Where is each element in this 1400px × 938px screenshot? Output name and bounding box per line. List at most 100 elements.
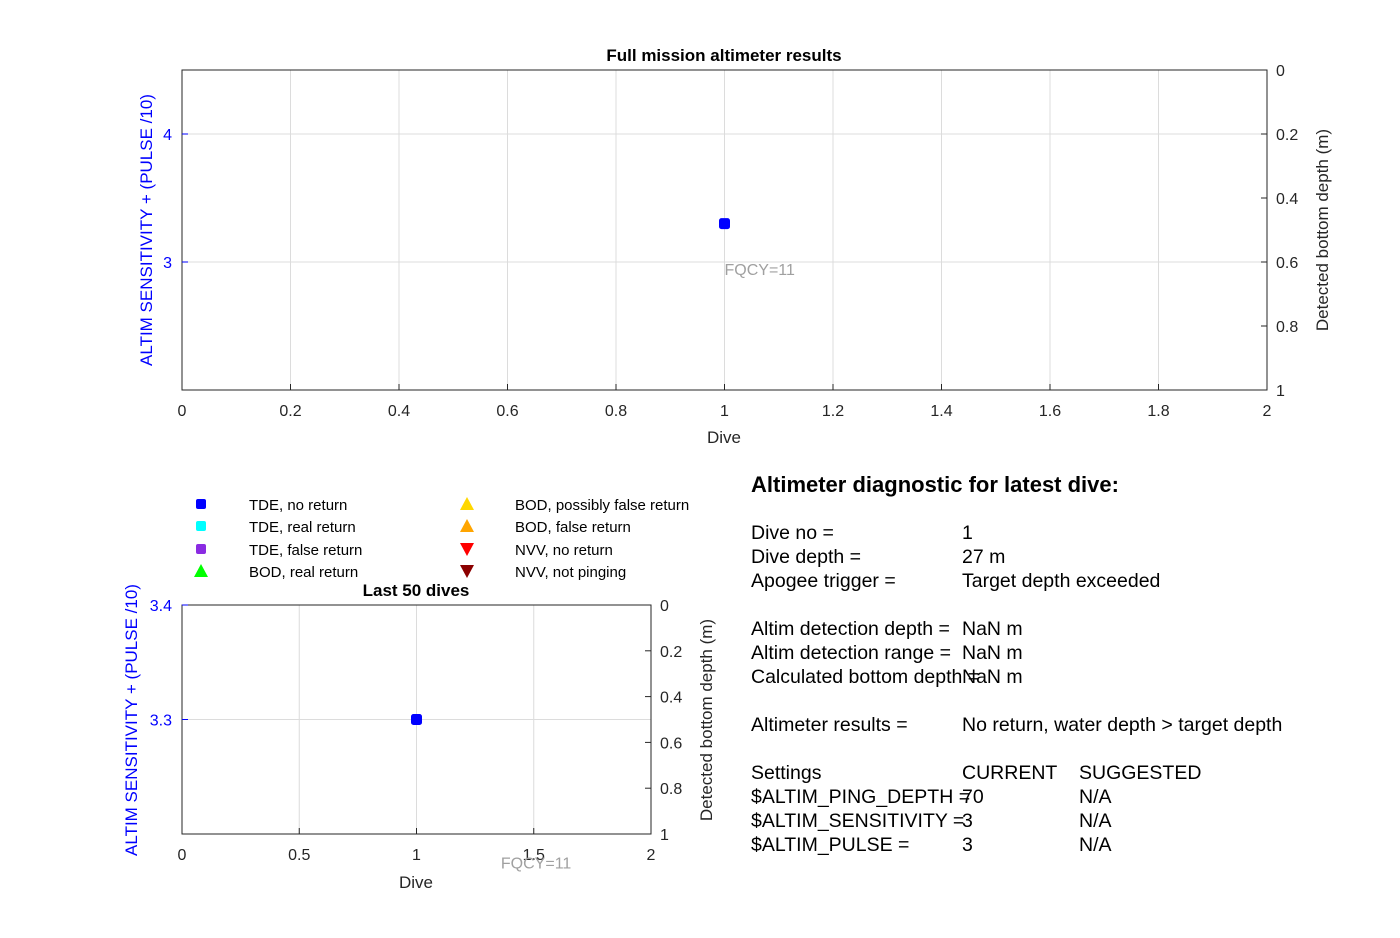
sensitivity-current: 3 [962, 810, 973, 832]
legend-marker-square-icon [196, 499, 206, 509]
bottom-chart-title: Last 50 dives [363, 581, 470, 600]
legend-marker-square-icon [196, 544, 206, 554]
apogee-trigger-value: Target depth exceeded [962, 570, 1160, 592]
x-tick-label: 0.2 [279, 403, 301, 420]
top-chart-left-y-ticks: 34 [163, 127, 188, 272]
legend-marker-triangle-down-icon [460, 543, 474, 556]
legend-marker-triangle-down-icon [460, 565, 474, 578]
legend-marker-triangle-up-icon [194, 564, 208, 577]
right-y-tick-label: 0.6 [1276, 255, 1298, 272]
x-tick-label: 1.8 [1147, 403, 1169, 420]
legend-label: NVV, no return [515, 542, 613, 559]
sensitivity-label: $ALTIM_SENSITIVITY = [751, 810, 964, 832]
legend-item: BOD, real return [194, 564, 358, 581]
x-tick-label: 2 [1263, 403, 1272, 420]
pulse-label: $ALTIM_PULSE = [751, 834, 909, 856]
x-tick-label: 1.5 [523, 847, 545, 864]
legend-marker-triangle-up-icon [460, 519, 474, 532]
right-y-tick-label: 0.4 [660, 690, 682, 707]
legend-item: TDE, no return [196, 497, 347, 514]
pulse-suggested: N/A [1079, 834, 1112, 856]
legend-item: BOD, possibly false return [460, 497, 689, 514]
left-y-tick-label: 3.4 [150, 598, 172, 615]
dive-no-label: Dive no = [751, 522, 834, 544]
dive-no-value: 1 [962, 522, 973, 544]
chart-legend: TDE, no return TDE, real return TDE, false… [194, 497, 689, 581]
bottom-depth-value: NaN m [962, 666, 1023, 688]
detection-depth-label: Altim detection depth = [751, 618, 950, 640]
bottom-chart-x-label: Dive [399, 873, 433, 892]
fqcy-annotation: FQCY=11 [501, 855, 572, 872]
top-chart-right-y-label: Detected bottom depth (m) [1313, 129, 1332, 331]
legend-item: BOD, false return [460, 519, 631, 536]
x-tick-label: 0.8 [605, 403, 627, 420]
legend-label: NVV, not pinging [515, 564, 626, 581]
right-y-tick-label: 1 [1276, 383, 1285, 400]
legend-label: TDE, real return [249, 519, 356, 536]
bottom-chart-points [411, 714, 422, 725]
legend-label: BOD, real return [249, 564, 358, 581]
dive-depth-label: Dive depth = [751, 546, 861, 568]
x-tick-label: 0.4 [388, 403, 410, 420]
x-tick-label: 0.5 [288, 847, 310, 864]
legend-marker-square-icon [196, 521, 206, 531]
right-y-tick-label: 0 [660, 598, 669, 615]
right-y-tick-label: 0.6 [660, 735, 682, 752]
left-y-tick-label: 3 [163, 255, 172, 272]
detection-range-label: Altim detection range = [751, 642, 951, 664]
altimeter-results-value: No return, water depth > target depth [962, 714, 1282, 736]
top-chart-annotations: FQCY=11 [725, 262, 796, 279]
pulse-current: 3 [962, 834, 973, 856]
data-point [719, 218, 730, 230]
right-y-tick-label: 0.2 [1276, 127, 1298, 144]
diagnostic-title: Altimeter diagnostic for latest dive: [751, 472, 1119, 497]
top-chart-grid [181, 70, 1268, 390]
legend-marker-triangle-up-icon [460, 497, 474, 510]
right-y-tick-label: 0.2 [660, 644, 682, 661]
last-50-dives-chart: 0 0.5 1 1.5 2 3.33.4 00.20.40.60.81 FQCY=11 … [122, 581, 716, 892]
legend-item: NVV, no return [460, 542, 613, 559]
top-chart-points [719, 218, 730, 230]
sensitivity-suggested: N/A [1079, 810, 1112, 832]
right-y-tick-label: 0.8 [660, 781, 682, 798]
legend-item: TDE, real return [196, 519, 356, 536]
right-y-tick-label: 1 [660, 827, 669, 844]
x-tick-label: 0 [178, 403, 187, 420]
bottom-chart-right-y-ticks: 0 0.2 0.4 0.6 0.8 1 [645, 598, 682, 844]
x-tick-label: 2 [647, 847, 656, 864]
apogee-trigger-label: Apogee trigger = [751, 570, 896, 592]
settings-header-current: CURRENT [962, 762, 1057, 784]
full-mission-chart: 0 0.2 0.4 0.6 0.8 1 1.2 1.4 1.6 1.8 2 34 00.20.40.… [137, 46, 1332, 447]
altimeter-results-label: Altimeter results = [751, 714, 908, 736]
top-chart-title: Full mission altimeter results [606, 46, 841, 65]
bottom-chart-x-ticks: 0 0.5 1 1.5 2 [178, 828, 656, 864]
top-chart-x-label: Dive [707, 428, 741, 447]
legend-label: TDE, false return [249, 542, 362, 559]
settings-header-label: Settings [751, 762, 822, 784]
right-y-tick-label: 0.4 [1276, 191, 1298, 208]
left-y-tick-label: 3.3 [150, 713, 172, 730]
x-tick-label: 1.4 [930, 403, 952, 420]
top-chart-x-ticks: 0 0.2 0.4 0.6 0.8 1 1.2 1.4 1.6 1.8 2 [178, 384, 1272, 420]
fqcy-annotation: FQCY=11 [725, 262, 796, 279]
settings-header-suggested: SUGGESTED [1079, 762, 1201, 784]
bottom-chart-annotations: FQCY=11 [501, 855, 572, 872]
dive-depth-value: 27 m [962, 546, 1005, 568]
detection-depth-value: NaN m [962, 618, 1023, 640]
right-y-tick-label: 0 [1276, 63, 1285, 80]
data-point [411, 714, 422, 725]
x-tick-label: 1 [720, 403, 729, 420]
top-chart-right-y-ticks: 0 0.2 0.4 0.6 0.8 1 [1261, 63, 1298, 400]
x-tick-label: 1.2 [822, 403, 844, 420]
legend-label: BOD, false return [515, 519, 631, 536]
bottom-depth-label: Calculated bottom depth = [751, 666, 979, 688]
detection-range-value: NaN m [962, 642, 1023, 664]
left-y-tick-label: 4 [163, 127, 172, 144]
legend-label: BOD, possibly false return [515, 497, 689, 514]
legend-item: NVV, not pinging [460, 564, 626, 581]
x-tick-label: 0 [178, 847, 187, 864]
ping-depth-current: 70 [962, 786, 984, 808]
top-chart-left-y-label: ALTIM SENSITIVITY + (PULSE /10) [137, 94, 156, 366]
diagnostic-panel: Altimeter diagnostic for latest dive: Di… [751, 472, 1282, 856]
x-tick-label: 1.6 [1039, 403, 1061, 420]
